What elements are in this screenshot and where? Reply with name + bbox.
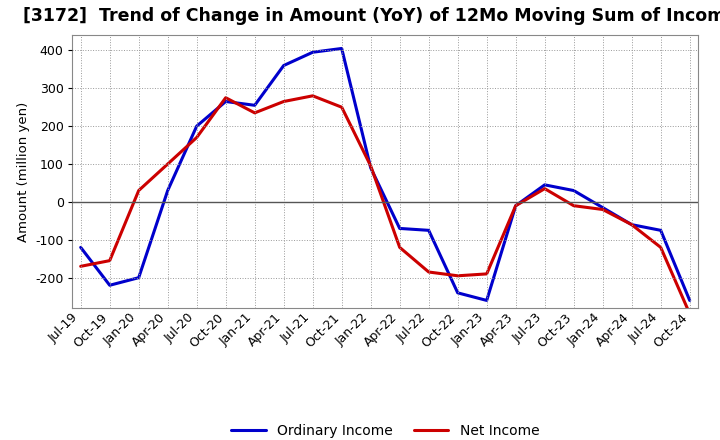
Net Income: [598, 207, 607, 212]
Net Income: [454, 273, 462, 279]
Ordinary Income: [511, 203, 520, 209]
Ordinary Income: [366, 165, 375, 170]
Ordinary Income: [163, 188, 172, 193]
Ordinary Income: [541, 182, 549, 187]
Ordinary Income: [192, 124, 201, 129]
Ordinary Income: [105, 282, 114, 288]
Net Income: [511, 203, 520, 209]
Y-axis label: Amount (million yen): Amount (million yen): [17, 102, 30, 242]
Ordinary Income: [657, 227, 665, 233]
Net Income: [627, 222, 636, 227]
Line: Ordinary Income: Ordinary Income: [81, 48, 690, 301]
Net Income: [221, 95, 230, 100]
Ordinary Income: [76, 245, 85, 250]
Net Income: [424, 269, 433, 275]
Ordinary Income: [598, 205, 607, 210]
Net Income: [482, 271, 491, 277]
Legend: Ordinary Income, Net Income: Ordinary Income, Net Income: [225, 418, 545, 440]
Net Income: [135, 188, 143, 193]
Ordinary Income: [424, 227, 433, 233]
Ordinary Income: [627, 222, 636, 227]
Net Income: [657, 245, 665, 250]
Net Income: [251, 110, 259, 116]
Ordinary Income: [685, 298, 694, 303]
Net Income: [279, 99, 288, 104]
Ordinary Income: [482, 298, 491, 303]
Ordinary Income: [338, 46, 346, 51]
Ordinary Income: [570, 188, 578, 193]
Net Income: [366, 163, 375, 169]
Net Income: [163, 161, 172, 167]
Ordinary Income: [308, 50, 317, 55]
Title: [3172]  Trend of Change in Amount (YoY) of 12Mo Moving Sum of Incomes: [3172] Trend of Change in Amount (YoY) o…: [23, 7, 720, 26]
Net Income: [685, 311, 694, 316]
Ordinary Income: [135, 275, 143, 280]
Net Income: [541, 186, 549, 191]
Net Income: [105, 258, 114, 263]
Net Income: [308, 93, 317, 99]
Ordinary Income: [454, 290, 462, 296]
Line: Net Income: Net Income: [81, 96, 690, 314]
Ordinary Income: [251, 103, 259, 108]
Ordinary Income: [279, 63, 288, 68]
Ordinary Income: [221, 99, 230, 104]
Ordinary Income: [395, 226, 404, 231]
Net Income: [338, 105, 346, 110]
Net Income: [76, 264, 85, 269]
Net Income: [192, 135, 201, 140]
Net Income: [395, 245, 404, 250]
Net Income: [570, 203, 578, 209]
